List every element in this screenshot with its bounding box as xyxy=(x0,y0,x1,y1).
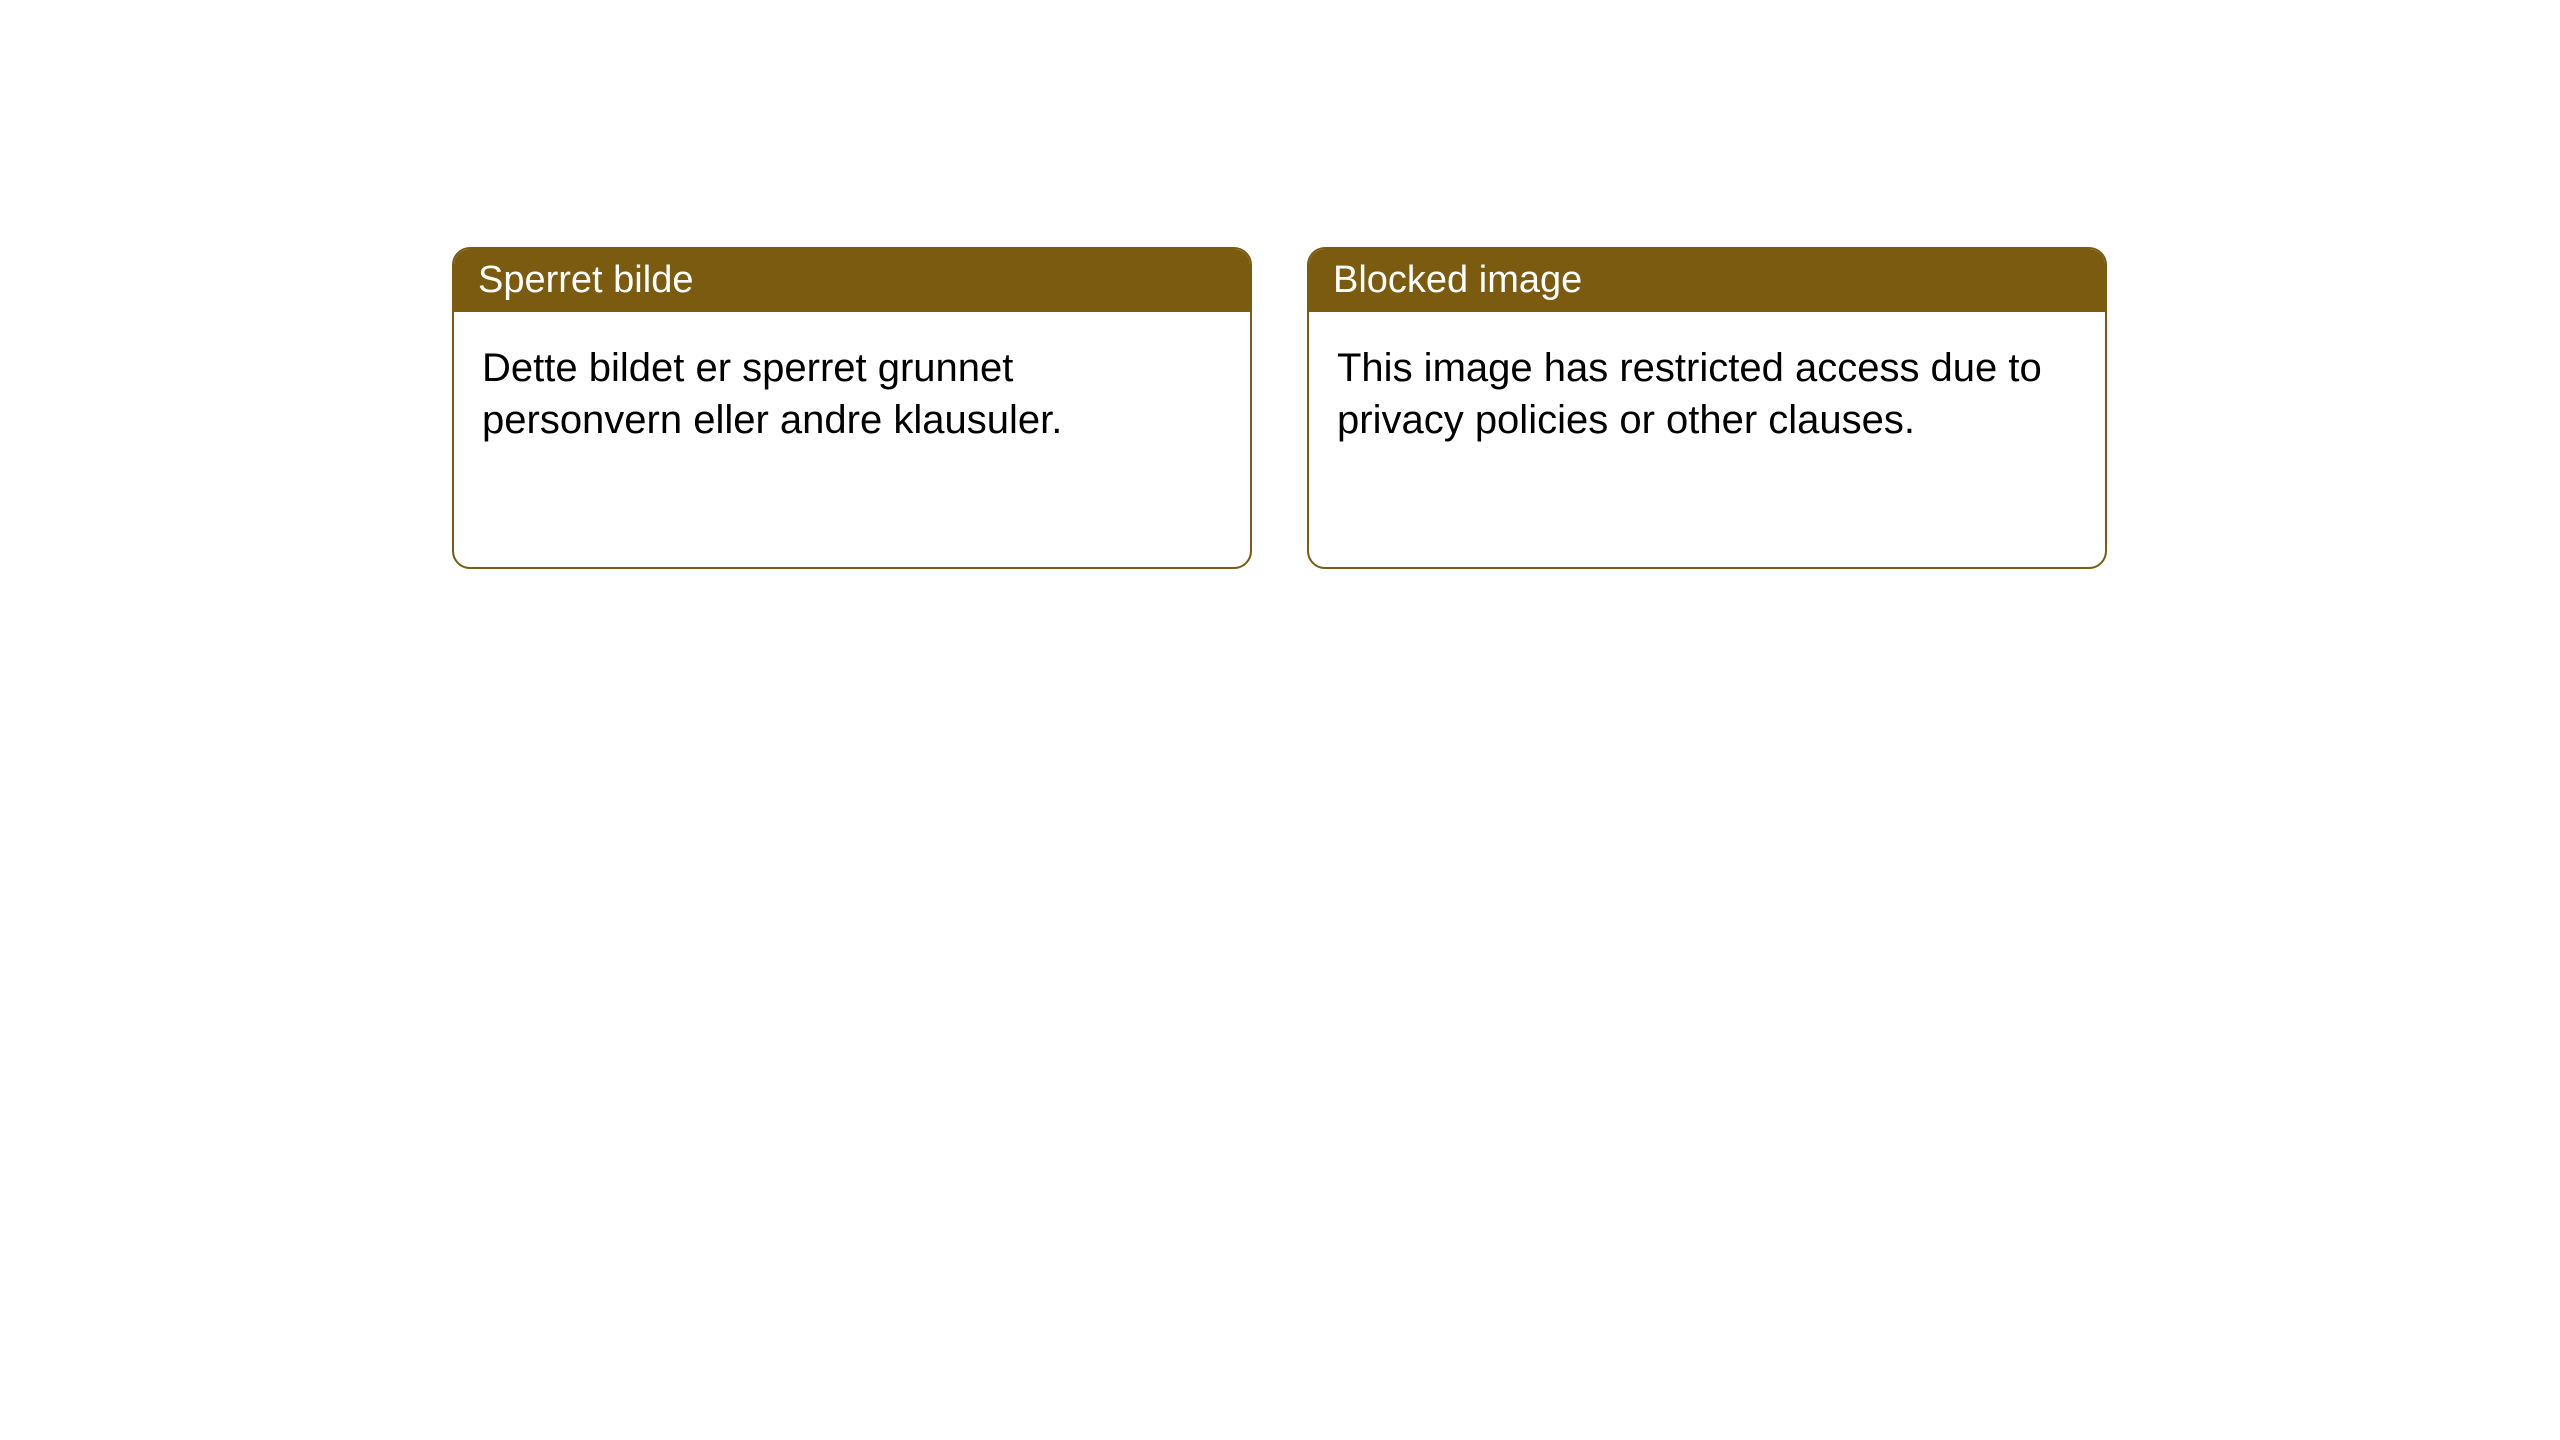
notice-body: This image has restricted access due to … xyxy=(1309,312,2105,567)
notice-title: Blocked image xyxy=(1333,259,1582,301)
notice-card-english: Blocked image This image has restricted … xyxy=(1307,247,2107,569)
notice-title: Sperret bilde xyxy=(478,259,693,301)
notice-text: This image has restricted access due to … xyxy=(1337,342,2077,446)
notice-header: Sperret bilde xyxy=(454,249,1250,312)
notice-body: Dette bildet er sperret grunnet personve… xyxy=(454,312,1250,567)
notice-card-norwegian: Sperret bilde Dette bildet er sperret gr… xyxy=(452,247,1252,569)
notice-text: Dette bildet er sperret grunnet personve… xyxy=(482,342,1222,446)
notice-header: Blocked image xyxy=(1309,249,2105,312)
notice-container: Sperret bilde Dette bildet er sperret gr… xyxy=(452,247,2107,569)
